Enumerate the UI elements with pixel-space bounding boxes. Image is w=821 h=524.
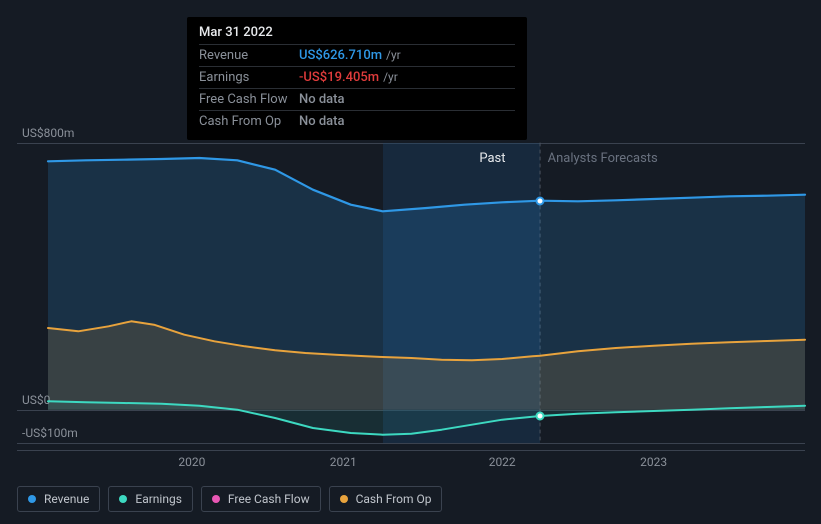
- tooltip-row: Free Cash FlowNo data: [199, 88, 515, 110]
- x-axis-label: 2021: [330, 455, 357, 469]
- chart-legend: Revenue Earnings Free Cash Flow Cash From O…: [17, 486, 442, 512]
- tooltip-row: RevenueUS$626.710m/yr: [199, 44, 515, 66]
- tooltip-suffix: /yr: [386, 48, 401, 62]
- x-axis-label: 2023: [640, 455, 667, 469]
- legend-item[interactable]: Cash From Op: [329, 486, 443, 512]
- legend-dot-icon: [28, 495, 36, 503]
- tooltip-row: Cash From OpNo data: [199, 110, 515, 132]
- x-axis-line: [17, 450, 805, 451]
- legend-dot-icon: [119, 495, 127, 503]
- tooltip-rows: RevenueUS$626.710m/yrEarnings-US$19.405m…: [199, 44, 515, 132]
- tooltip-date: Mar 31 2022: [199, 25, 515, 40]
- y-axis-label-max: US$800m: [22, 126, 74, 140]
- tooltip-metric-label: Free Cash Flow: [199, 92, 299, 107]
- x-axis-label: 2022: [489, 455, 516, 469]
- legend-item[interactable]: Earnings: [108, 486, 193, 512]
- y-axis-label-zero: US$0: [22, 393, 50, 407]
- forecast-label: Analysts Forecasts: [548, 151, 658, 166]
- chart-plot-svg[interactable]: [48, 143, 805, 443]
- tooltip-metric-value: No data: [299, 114, 345, 129]
- chart-tooltip: Mar 31 2022 RevenueUS$626.710m/yrEarning…: [187, 17, 527, 140]
- tooltip-metric-value: -US$19.405m: [299, 70, 379, 85]
- x-axis-label: 2020: [178, 455, 205, 469]
- tooltip-row: Earnings-US$19.405m/yr: [199, 66, 515, 88]
- legend-item[interactable]: Free Cash Flow: [201, 486, 321, 512]
- y-gridline-min: [17, 443, 805, 444]
- legend-label: Free Cash Flow: [228, 492, 310, 506]
- tooltip-metric-label: Cash From Op: [199, 114, 299, 129]
- past-label: Past: [479, 151, 505, 166]
- chart-marker: [536, 412, 545, 421]
- tooltip-metric-value: No data: [299, 92, 345, 107]
- legend-item[interactable]: Revenue: [17, 486, 100, 512]
- tooltip-metric-label: Revenue: [199, 48, 299, 63]
- chart-marker: [536, 196, 545, 205]
- legend-dot-icon: [340, 495, 348, 503]
- legend-dot-icon: [212, 495, 220, 503]
- legend-label: Cash From Op: [356, 492, 432, 506]
- legend-label: Revenue: [44, 492, 89, 506]
- tooltip-metric-value: US$626.710m: [299, 48, 382, 63]
- tooltip-suffix: /yr: [383, 70, 398, 84]
- tooltip-metric-label: Earnings: [199, 70, 299, 85]
- legend-label: Earnings: [135, 492, 182, 506]
